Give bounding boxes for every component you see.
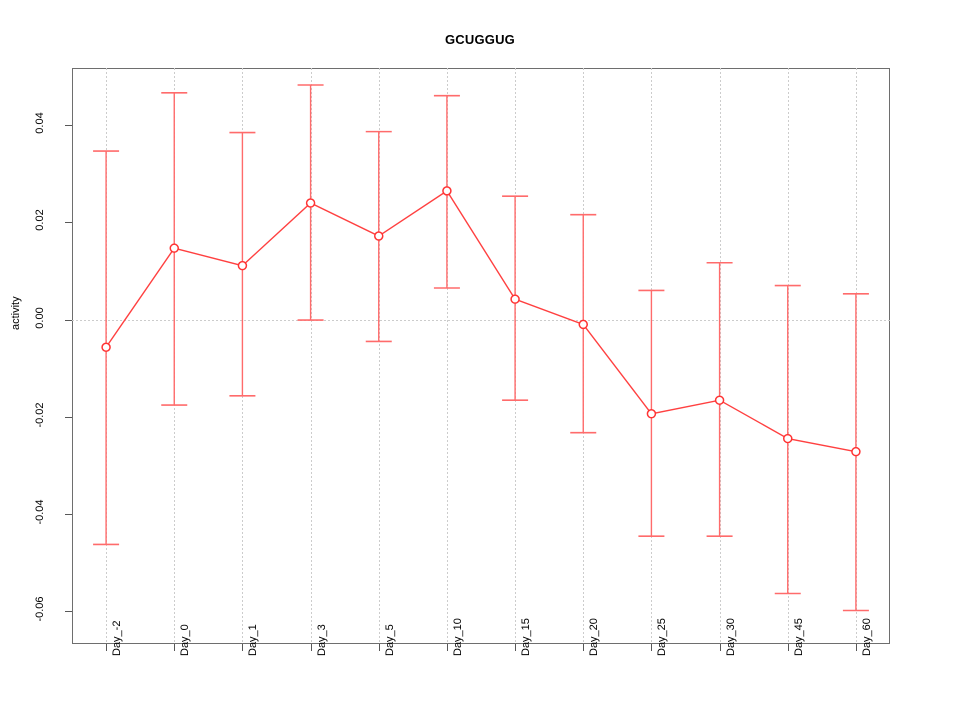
y-tick-label: 0.02	[34, 209, 46, 232]
data-point-marker	[374, 231, 384, 241]
chart-title: GCUGGUG	[444, 32, 515, 47]
y-axis-label: activity	[10, 296, 22, 330]
x-tick-label: Day_-2	[111, 620, 124, 656]
data-point-marker	[646, 409, 657, 419]
x-tick-mark	[174, 644, 175, 651]
y-tick-label: -0.06	[34, 596, 46, 622]
x-tick-mark	[447, 644, 448, 651]
x-tick-mark	[515, 644, 516, 651]
plot-area	[72, 68, 890, 644]
data-point-marker	[851, 446, 861, 457]
y-tick-label: 0.00	[34, 306, 46, 329]
vertical-gridline	[720, 68, 721, 644]
zero-gridline	[72, 320, 890, 321]
x-tick-mark	[856, 644, 857, 651]
x-tick-mark	[379, 644, 380, 651]
data-point-marker	[578, 319, 588, 330]
y-tick-mark	[65, 514, 72, 515]
x-tick-label: Day_20	[588, 618, 601, 656]
series-line	[105, 189, 857, 453]
x-tick-label: Day_45	[792, 618, 805, 656]
x-tick-label: Day_1	[247, 624, 260, 656]
y-tick-mark	[65, 417, 72, 418]
x-tick-label: Day_15	[520, 618, 533, 656]
x-tick-mark	[651, 644, 652, 651]
y-tick-label: -0.02	[34, 402, 46, 428]
data-point-marker	[101, 342, 111, 353]
x-tick-mark	[720, 644, 721, 651]
x-tick-label: Day_30	[724, 618, 737, 656]
x-tick-label: Day_5	[383, 624, 396, 656]
vertical-gridline	[311, 68, 312, 644]
vertical-gridline	[379, 68, 380, 644]
data-point-marker	[714, 395, 725, 405]
y-tick-mark	[65, 125, 72, 126]
x-tick-mark	[311, 644, 312, 651]
x-tick-label: Day_25	[656, 618, 669, 656]
data-point-marker	[305, 198, 316, 208]
data-point-marker	[169, 243, 179, 253]
data-point-marker	[237, 260, 248, 271]
x-tick-mark	[242, 644, 243, 651]
x-tick-mark	[788, 644, 789, 651]
plot-frame	[72, 68, 890, 644]
vertical-gridline	[788, 68, 789, 644]
y-tick-mark	[65, 611, 72, 612]
data-series-layer	[93, 84, 869, 612]
x-tick-mark	[106, 644, 107, 651]
data-point-marker	[442, 186, 452, 196]
y-tick-mark	[65, 222, 72, 223]
y-tick-label: -0.04	[34, 499, 46, 525]
vertical-gridline	[447, 68, 448, 644]
data-point-marker	[783, 433, 793, 444]
x-tick-label: Day_10	[451, 618, 464, 656]
data-point-marker	[510, 294, 520, 304]
x-tick-label: Day_60	[860, 618, 873, 656]
y-tick-label: 0.04	[34, 112, 46, 135]
x-tick-label: Day_0	[179, 624, 192, 656]
y-tick-mark	[65, 320, 72, 321]
x-tick-label: Day_3	[315, 624, 328, 656]
x-tick-mark	[583, 644, 584, 651]
